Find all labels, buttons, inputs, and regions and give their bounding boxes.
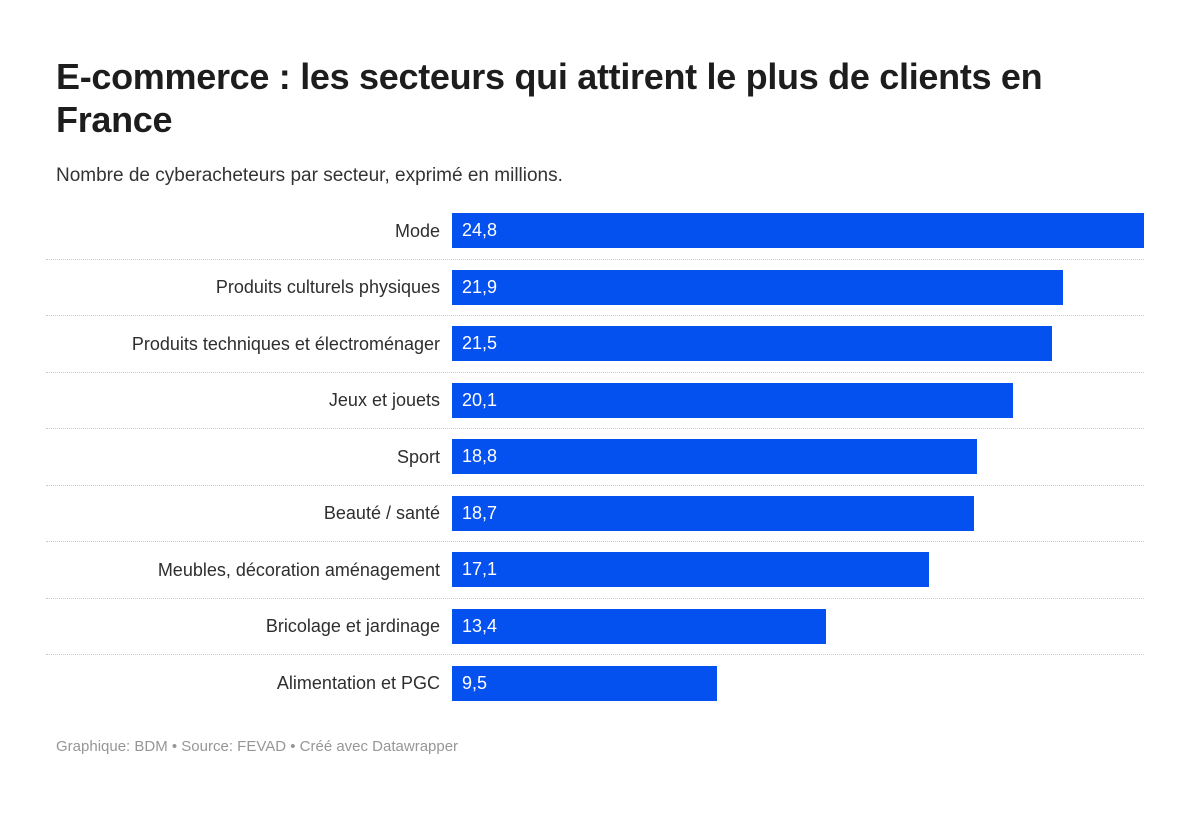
bar-track: 21,5 [452, 326, 1144, 362]
bar-row: Bricolage et jardinage 13,4 [46, 599, 1144, 655]
bar-row-label: Meubles, décoration aménagement [157, 559, 440, 580]
bar-value-label: 17,1 [462, 559, 498, 580]
bar-value-label: 18,7 [462, 502, 498, 523]
bar-row-label: Alimentation et PGC [276, 673, 440, 694]
bar-row: Produits culturels physiques 21,9 [46, 260, 1144, 316]
bar: 17,1 [452, 552, 930, 588]
bar-row-label: Produits culturels physiques [215, 277, 440, 298]
bar: 9,5 [452, 665, 718, 701]
bar-value-label: 21,5 [462, 333, 498, 354]
bar-row-label: Produits techniques et électroménager [131, 333, 440, 354]
bar: 24,8 [452, 213, 1144, 249]
bar-track: 9,5 [452, 665, 1144, 701]
chart-footer-byline: Graphique: BDM • Source: FEVAD • Créé av… [56, 737, 459, 755]
bar-row: Alimentation et PGC 9,5 [46, 655, 1144, 712]
bar-value-label: 21,9 [462, 276, 498, 297]
bar-row: Sport 18,8 [46, 429, 1144, 486]
bar-value-label: 20,1 [462, 389, 498, 410]
bar-chart: Mode 24,8 Produits culturels physiques 2… [46, 203, 1144, 712]
bar: 13,4 [452, 608, 826, 644]
bar: 21,5 [452, 326, 1052, 362]
bar-row: Produits techniques et électroménager 21… [46, 316, 1144, 373]
bar-track: 13,4 [452, 608, 1144, 644]
bar: 20,1 [452, 382, 1013, 418]
bar: 18,7 [452, 495, 974, 531]
bar-row: Mode 24,8 [46, 203, 1144, 260]
bar-row: Jeux et jouets 20,1 [46, 373, 1144, 429]
bar-track: 21,9 [452, 269, 1144, 305]
bar-track: 18,8 [452, 439, 1144, 475]
bar-row-label: Sport [396, 446, 440, 467]
bar-track: 17,1 [452, 552, 1144, 588]
chart-subtitle: Nombre de cyberacheteurs par secteur, ex… [56, 165, 563, 186]
bar-value-label: 9,5 [462, 672, 488, 693]
bar-value-label: 24,8 [462, 220, 498, 241]
bar: 18,8 [452, 439, 977, 475]
bar-row: Beauté / santé 18,7 [46, 486, 1144, 542]
bar-row-label: Jeux et jouets [328, 390, 440, 411]
bar-track: 18,7 [452, 495, 1144, 531]
bar-value-label: 13,4 [462, 615, 498, 636]
bar-track: 20,1 [452, 382, 1144, 418]
bar-row-label: Mode [394, 220, 440, 241]
bar-value-label: 18,8 [462, 446, 498, 467]
bar-row-label: Beauté / santé [323, 503, 440, 524]
bar-row: Meubles, décoration aménagement 17,1 [46, 542, 1144, 599]
bar-track: 24,8 [452, 213, 1144, 249]
bar: 21,9 [452, 269, 1064, 305]
bar-row-label: Bricolage et jardinage [265, 616, 440, 637]
chart-title: E-commerce : les secteurs qui attirent l… [56, 56, 1043, 140]
